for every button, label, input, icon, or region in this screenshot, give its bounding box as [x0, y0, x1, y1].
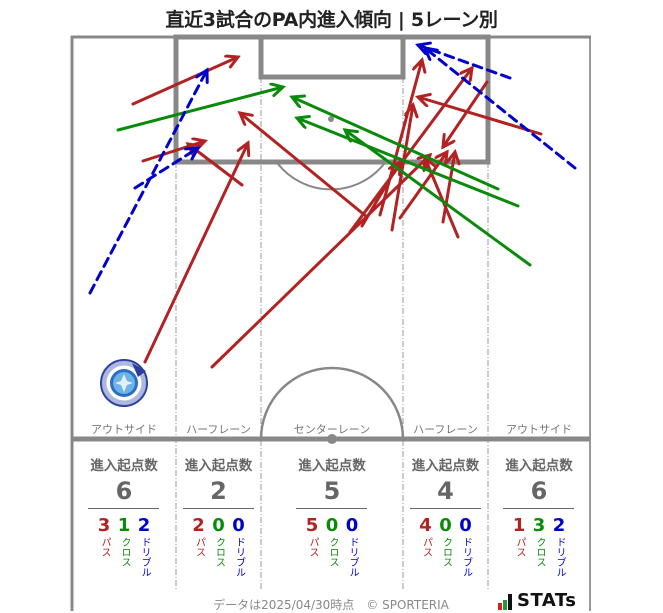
pass-label: パス: [307, 537, 318, 557]
pass-label: パス: [420, 537, 432, 557]
dribble-arrow: [425, 48, 577, 170]
stat-breakdown: 2 パス 0 クロス 0 ドリブル: [189, 515, 249, 585]
pass-label: パス: [514, 537, 525, 557]
stat-heading: 進入起点数: [184, 458, 253, 474]
penalty-spot: [328, 116, 334, 122]
data-credit: データは2025/04/30時点 © SPORTERIA: [213, 598, 449, 612]
divider: [88, 508, 159, 509]
dribble-count: 2: [552, 515, 566, 536]
pass-arrow: [210, 155, 430, 369]
stat-heading: 進入起点数: [411, 458, 480, 474]
dribble-arrow: [418, 45, 512, 80]
lane-label-halfspace-left: ハーフレーン: [186, 423, 251, 436]
chart-title: 直近3試合のPA内進入傾向 | 5レーン別: [165, 9, 498, 31]
pass-count: 1: [512, 515, 526, 536]
pass-count: 2: [192, 515, 205, 536]
pass-arrow: [441, 152, 455, 224]
pass-arrow: [143, 143, 248, 364]
stat-breakdown: 3 パス 1 クロス 2 ドリブル: [94, 515, 154, 585]
cross-count: 0: [212, 515, 225, 536]
lane-stats-center: 進入起点数 5 5 パス 0 クロス 0 ドリブル: [261, 450, 403, 585]
cross-label: クロス: [440, 537, 452, 567]
cross-count: 0: [439, 515, 452, 536]
cross-arrow: [345, 130, 532, 267]
lane-stats-halfspace-left: 進入起点数 2 2 パス 0 クロス 0 ドリブル: [176, 450, 261, 585]
dribble-label: ドリブル: [233, 537, 245, 577]
cross-count: 0: [325, 515, 339, 536]
pass-arrow: [418, 97, 543, 136]
cross-arrow: [297, 118, 520, 208]
stat-heading: 進入起点数: [505, 458, 573, 474]
pass-arrow: [390, 105, 413, 232]
stat-total: 4: [437, 477, 454, 505]
lane-stats-outside-left: 進入起点数 6 3 パス 1 クロス 2 ドリブル: [72, 450, 176, 585]
pass-arrow: [378, 60, 422, 217]
dribble-count: 0: [459, 515, 472, 536]
divider: [296, 508, 367, 509]
dribble-arrow: [88, 70, 207, 295]
lane-label-outside-left: アウトサイド: [91, 423, 157, 436]
cross-label: クロス: [213, 537, 225, 567]
entry-arrows: [88, 45, 577, 369]
dribble-label: ドリブル: [139, 537, 150, 577]
dribble-label: ドリブル: [460, 537, 472, 577]
penalty-area: [173, 34, 491, 165]
dribble-count: 0: [345, 515, 359, 536]
cross-label: クロス: [534, 537, 545, 567]
dribble-count: 2: [137, 515, 151, 536]
cross-arrow: [292, 97, 500, 191]
divider: [503, 508, 574, 509]
divider: [409, 508, 481, 509]
stat-breakdown: 1 パス 3 クロス 2 ドリブル: [509, 515, 569, 585]
lane-label-center: センターレーン: [293, 423, 371, 436]
cross-arrow: [116, 87, 283, 132]
cross-label: クロス: [119, 537, 130, 567]
lane-stats-outside-right: 進入起点数 6 1 パス 3 クロス 2 ドリブル: [488, 450, 590, 585]
stat-heading: 進入起点数: [298, 458, 366, 474]
stats-bars-icon: [498, 594, 513, 610]
stat-breakdown: 5 パス 0 クロス 0 ドリブル: [302, 515, 362, 585]
cross-count: 1: [117, 515, 131, 536]
club-crest-icon: [100, 359, 148, 407]
stat-total: 2: [210, 477, 227, 505]
pass-count: 3: [97, 515, 111, 536]
dribble-count: 0: [232, 515, 245, 536]
pass-count: 5: [305, 515, 319, 536]
pass-arrow: [360, 162, 400, 228]
dribble-label: ドリブル: [347, 537, 358, 577]
dribble-label: ドリブル: [554, 537, 565, 577]
stat-total: 6: [115, 477, 133, 505]
stats-logo: STATs: [498, 592, 576, 610]
stat-total: 5: [323, 477, 341, 505]
lane-label-halfspace-right: ハーフレーン: [413, 423, 478, 436]
lane-stats-halfspace-right: 進入起点数 4 4 パス 0 クロス 0 ドリブル: [403, 450, 488, 585]
pass-label: パス: [193, 537, 205, 557]
lane-label-outside-right: アウトサイド: [506, 423, 572, 436]
pass-count: 4: [419, 515, 432, 536]
pass-arrow: [240, 113, 369, 219]
pass-arrow: [131, 57, 238, 106]
dribble-arrow: [133, 148, 198, 190]
stats-logo-text: STATs: [517, 590, 577, 611]
stat-heading: 進入起点数: [90, 458, 158, 474]
goal-area: [258, 34, 406, 80]
center-spot: [327, 434, 337, 444]
divider: [182, 508, 254, 509]
pass-label: パス: [99, 537, 110, 557]
cross-count: 3: [532, 515, 546, 536]
stat-breakdown: 4 パス 0 クロス 0 ドリブル: [416, 515, 476, 585]
stat-total: 6: [530, 477, 548, 505]
cross-label: クロス: [327, 537, 338, 567]
center-circle: [259, 366, 405, 440]
